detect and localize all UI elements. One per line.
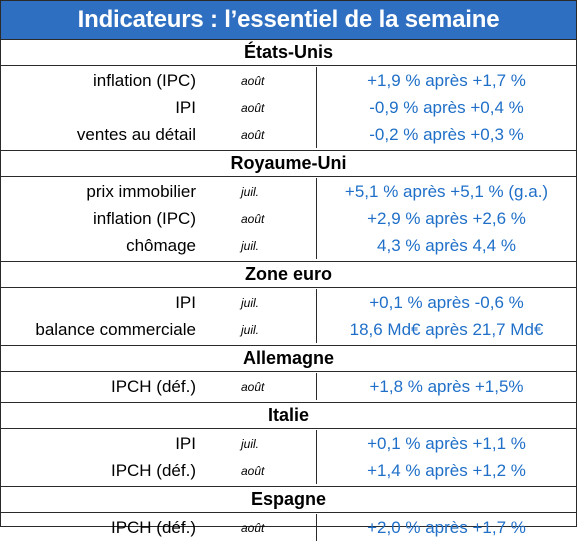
indicator-value: +1,8 % après +1,5% <box>316 373 576 400</box>
indicator-value: +0,1 % après +1,1 % <box>316 430 576 457</box>
table-row: inflation (IPC) août +2,9 % après +2,6 % <box>1 205 576 232</box>
section-body: IPI juil. +0,1 % après +1,1 % IPCH (déf.) ao… <box>1 429 576 487</box>
indicator-label: IPCH (déf.) <box>110 460 196 480</box>
indicator-label: prix immobilier <box>86 181 196 201</box>
table-row: IPI juil. +0,1 % après -0,6 % <box>1 289 576 316</box>
period-label: août <box>241 73 265 88</box>
section-body: IPI juil. +0,1 % après -0,6 % balance comme… <box>1 288 576 346</box>
table-row: IPCH (déf.) août +1,4 % après +1,2 % <box>1 457 576 484</box>
indicator-value: -0,2 % après +0,3 % <box>316 121 576 148</box>
section-header: Espagne <box>1 487 576 513</box>
table-title: Indicateurs : l’essentiel de la semaine <box>1 1 576 40</box>
indicator-value: 4,3 % après 4,4 % <box>316 232 576 259</box>
indicator-value: 18,6 Md€ après 21,7 Md€ <box>316 316 576 343</box>
indicator-value: +5,1 % après +5,1 % (g.a.) <box>316 178 576 205</box>
indicator-label: chômage <box>126 235 196 255</box>
period-label: août <box>241 379 265 394</box>
section-header: Zone euro <box>1 262 576 288</box>
section-header: Italie <box>1 403 576 429</box>
section-header: États-Unis <box>1 40 576 66</box>
period-label: août <box>241 463 265 478</box>
indicator-label: IPI <box>175 433 196 453</box>
period-label: août <box>241 100 265 115</box>
period-label: juil. <box>241 238 260 253</box>
table-row: IPI août -0,9 % après +0,4 % <box>1 94 576 121</box>
indicator-label: IPI <box>175 292 196 312</box>
period-label: juil. <box>241 295 260 310</box>
period-label: août <box>241 211 265 226</box>
indicator-label: IPI <box>175 97 196 117</box>
sections-container: États-Unis inflation (IPC) août +1,9 % aprè… <box>1 40 576 543</box>
indicator-value: +2,9 % après +2,6 % <box>316 205 576 232</box>
period-label: août <box>241 127 265 142</box>
indicator-label: inflation (IPC) <box>93 70 196 90</box>
period-label: août <box>241 520 265 535</box>
table-row: balance commerciale juil. 18,6 Md€ après 2… <box>1 316 576 343</box>
section-body: inflation (IPC) août +1,9 % après +1,7 % IP… <box>1 66 576 151</box>
table-row: chômage juil. 4,3 % après 4,4 % <box>1 232 576 259</box>
indicator-value: +1,4 % après +1,2 % <box>316 457 576 484</box>
section-header: Allemagne <box>1 346 576 372</box>
table-row: IPCH (déf.) août +2,0 % après +1,7 % <box>1 514 576 541</box>
indicator-label: IPCH (déf.) <box>110 376 196 396</box>
table-row: ventes au détail août -0,2 % après +0,3 % <box>1 121 576 148</box>
indicator-value: +2,0 % après +1,7 % <box>316 514 576 541</box>
period-label: juil. <box>241 436 260 451</box>
indicator-value: +1,9 % après +1,7 % <box>316 67 576 94</box>
indicator-label: IPCH (déf.) <box>110 517 196 537</box>
section-body: IPCH (déf.) août +1,8 % après +1,5% <box>1 372 576 403</box>
indicator-value: +0,1 % après -0,6 % <box>316 289 576 316</box>
indicator-value: -0,9 % après +0,4 % <box>316 94 576 121</box>
period-label: juil. <box>241 184 260 199</box>
table-row: prix immobilier juil. +5,1 % après +5,1 % … <box>1 178 576 205</box>
indicator-label: ventes au détail <box>76 124 196 144</box>
indicator-label: balance commerciale <box>35 319 196 339</box>
section-body: prix immobilier juil. +5,1 % après +5,1 % … <box>1 177 576 262</box>
indicator-label: inflation (IPC) <box>93 208 196 228</box>
table-row: IPI juil. +0,1 % après +1,1 % <box>1 430 576 457</box>
period-label: juil. <box>241 322 260 337</box>
table-row: inflation (IPC) août +1,9 % après +1,7 % <box>1 67 576 94</box>
table-row: IPCH (déf.) août +1,8 % après +1,5% <box>1 373 576 400</box>
section-header: Royaume-Uni <box>1 151 576 177</box>
section-body: IPCH (déf.) août +2,0 % après +1,7 % <box>1 513 576 543</box>
